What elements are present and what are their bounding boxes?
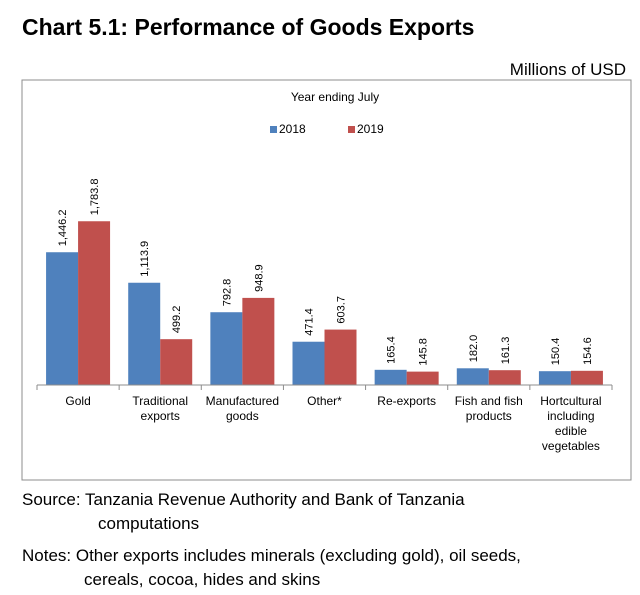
data-label: 1,783.8 bbox=[89, 179, 101, 216]
bar-2019 bbox=[160, 339, 193, 385]
bar-2019 bbox=[570, 370, 603, 385]
data-label: 150.4 bbox=[550, 338, 562, 366]
data-label: 154.6 bbox=[582, 337, 594, 365]
bar-2019 bbox=[78, 221, 111, 385]
legend: 2018 2019 bbox=[270, 122, 384, 136]
data-label: 1,113.9 bbox=[139, 241, 151, 277]
data-label: 165.4 bbox=[386, 336, 398, 364]
category-label: Other* bbox=[307, 394, 342, 408]
data-label: 161.3 bbox=[500, 337, 512, 365]
x-axis-ticks bbox=[36, 385, 613, 390]
category-label: Re-exports bbox=[377, 394, 436, 408]
bar-2018 bbox=[374, 369, 407, 385]
category-label: Hortcultural including edible vegetables bbox=[540, 394, 601, 453]
data-labels: 1,446.2 1,783.8 1,113.9 499.2 792.8 948.9 471.… bbox=[57, 179, 594, 366]
legend-swatch-2019 bbox=[348, 126, 355, 133]
source-line-2: computations bbox=[98, 514, 200, 533]
bars bbox=[46, 221, 603, 385]
bar-2019 bbox=[488, 370, 521, 385]
bar-2018 bbox=[46, 252, 79, 385]
data-label: 1,446.2 bbox=[57, 210, 69, 247]
data-label: 792.8 bbox=[221, 279, 233, 307]
legend-swatch-2018 bbox=[270, 126, 277, 133]
bar-2018 bbox=[456, 368, 489, 385]
data-label: 471.4 bbox=[304, 308, 316, 336]
bar-2019 bbox=[324, 329, 357, 385]
category-label: Gold bbox=[65, 394, 90, 408]
source-line-1: Source: Tanzania Revenue Authority and B… bbox=[22, 490, 465, 509]
x-axis-labels: Gold Traditional exports Manufactured goods O… bbox=[65, 394, 601, 453]
data-label: 145.8 bbox=[418, 338, 430, 366]
notes-line-2: cereals, cocoa, hides and skins bbox=[84, 570, 321, 589]
plot-area-frame bbox=[21, 79, 632, 481]
units-label: Millions of USD bbox=[509, 60, 626, 79]
notes: Notes: Other exports includes minerals (… bbox=[22, 544, 521, 592]
category-label: Traditional exports bbox=[132, 394, 188, 423]
legend-label-2018: 2018 bbox=[279, 122, 306, 136]
bar-2019 bbox=[242, 297, 275, 385]
bar-2018 bbox=[128, 282, 161, 385]
data-label: 948.9 bbox=[253, 264, 265, 292]
data-label: 182.0 bbox=[468, 335, 480, 363]
category-label: Fish and fish products bbox=[455, 394, 523, 423]
bar-2018 bbox=[210, 312, 243, 385]
bar-2019 bbox=[406, 371, 439, 385]
bar-2018 bbox=[538, 371, 571, 385]
category-label: Manufactured goods bbox=[206, 394, 279, 423]
bar-2018 bbox=[292, 341, 325, 385]
data-label: 603.7 bbox=[336, 296, 348, 324]
source-note: Source: Tanzania Revenue Authority and B… bbox=[22, 488, 465, 536]
data-label: 499.2 bbox=[171, 306, 183, 334]
notes-line-1: Notes: Other exports includes minerals (… bbox=[22, 546, 521, 565]
chart-title: Chart 5.1: Performance of Goods Exports bbox=[22, 14, 475, 40]
chart-subtitle: Year ending July bbox=[291, 90, 379, 104]
legend-label-2019: 2019 bbox=[357, 122, 384, 136]
